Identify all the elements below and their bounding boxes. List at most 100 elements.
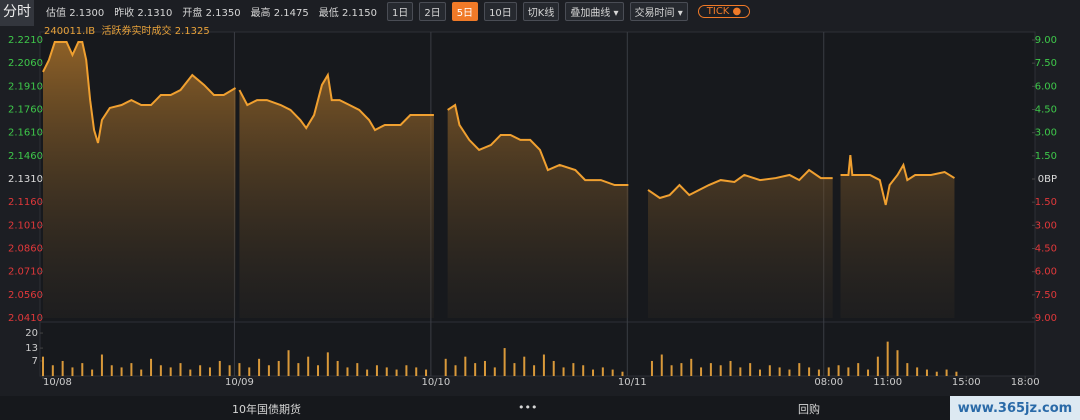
volume-bar: [572, 363, 575, 376]
y-tick-label: 2.1910: [8, 81, 43, 92]
y-tick-label: 2.1460: [8, 151, 43, 162]
footer: 10年国债期货 ••• 回购: [0, 396, 1080, 420]
volume-bar: [847, 367, 850, 376]
y2-tick-label: 6.00: [1035, 267, 1057, 278]
volume-bar: [395, 369, 398, 376]
price-line: [42, 41, 955, 206]
volume-bar: [51, 365, 54, 376]
volume-bar: [768, 365, 771, 376]
y-tick-label: 2.2210: [8, 35, 43, 46]
volume-bar: [208, 367, 211, 376]
y-tick-label: 2.1760: [8, 105, 43, 116]
volume-bar: [238, 363, 241, 376]
volume-bar: [621, 371, 624, 376]
volume-bar: [493, 367, 496, 376]
volume-bar: [700, 367, 703, 376]
volume-bar: [955, 371, 958, 376]
stat-label: 开盘: [182, 7, 203, 19]
y-tick-label: 2.1160: [8, 197, 43, 208]
volume-bar: [297, 363, 300, 376]
stat: 估值 2.1300: [46, 4, 104, 19]
toolbar: 分时 估值 2.1300 昨收 2.1310 开盘 2.1350 最高 2.14…: [0, 0, 1080, 26]
y2-tick-label: 4.50: [1035, 244, 1057, 255]
volume-bar: [130, 363, 133, 376]
period-button[interactable]: 2日: [419, 1, 446, 21]
x-tick-label: 10/09: [225, 377, 254, 388]
footer-tab[interactable]: 回购: [798, 403, 820, 416]
volume-bar: [817, 369, 820, 376]
volume-bar: [611, 369, 614, 376]
volume-bar: [650, 360, 653, 376]
volume-bar: [140, 369, 143, 376]
volume-bar: [336, 360, 339, 376]
subheader: 240011.IB 活跃券实时成交 2.1325: [44, 22, 210, 37]
volume-bar: [876, 356, 879, 376]
volume-bar: [366, 369, 369, 376]
volume-bar: [690, 358, 693, 376]
stat-value: 2.1310: [137, 7, 173, 19]
x-tick-label: 15:00: [952, 377, 981, 388]
volume-bar: [110, 365, 113, 376]
stat-label: 昨收: [114, 7, 135, 19]
volume-bar: [680, 363, 683, 376]
volume-bar: [916, 367, 919, 376]
volume-bar: [218, 360, 221, 376]
volume-bar: [935, 371, 938, 376]
volume-bar: [474, 363, 477, 376]
volume-bar: [287, 350, 290, 376]
stat: 开盘 2.1350: [182, 4, 240, 19]
volume-bar: [454, 365, 457, 376]
volume-bar: [120, 367, 123, 376]
volume-bar: [42, 356, 44, 376]
stat-value: 2.1150: [341, 7, 377, 19]
volume-bar: [827, 367, 830, 376]
period-button[interactable]: 1日: [386, 1, 414, 21]
period-button[interactable]: 10日: [484, 1, 517, 21]
volume-bar: [778, 367, 781, 376]
volume-bar: [857, 363, 860, 376]
volume-bar: [464, 356, 467, 376]
volume-bar: [100, 354, 103, 376]
volume-bar: [552, 360, 555, 376]
y-tick-label: 2.1610: [8, 128, 43, 139]
watermark: www.365jz.com: [950, 396, 1080, 420]
tick-toggle[interactable]: TICK ●: [697, 4, 751, 18]
footer-tab[interactable]: •••: [518, 401, 538, 414]
y-tick-label: 2.2060: [8, 58, 43, 69]
y-tick-label: 2.0560: [8, 290, 43, 301]
dropdown[interactable]: 叠加曲线 ▾: [565, 1, 624, 21]
volume-bar: [346, 367, 349, 376]
tab[interactable]: 分时: [0, 0, 34, 26]
footer-tab[interactable]: 10年国债期货: [232, 403, 301, 416]
dropdown[interactable]: 交易时间 ▾: [629, 1, 688, 21]
volume-bar: [562, 367, 565, 376]
volume-bar: [808, 367, 811, 376]
volume-bar: [375, 365, 378, 376]
volume-bar: [159, 365, 162, 376]
volume-tick-label: 13: [25, 343, 38, 354]
volume-bar: [945, 369, 948, 376]
volume-bar: [277, 360, 280, 376]
y-tick-label: 2.0410: [8, 313, 43, 324]
volume-bar: [150, 358, 153, 376]
y-tick-label: 2.1310: [8, 174, 43, 185]
dropdown-label: 交易时间: [634, 7, 675, 19]
volume-bar: [729, 360, 732, 376]
kline-button[interactable]: 切K线: [522, 1, 560, 21]
volume-bar: [837, 365, 840, 376]
y2-tick-label: 9.00: [1035, 313, 1057, 324]
price-area: [43, 42, 955, 318]
volume-bar: [758, 369, 761, 376]
stat-value: 2.1350: [205, 7, 241, 19]
volume-bar: [513, 363, 516, 376]
y2-tick-label: 6.00: [1035, 81, 1057, 92]
x-tick-label: 18:00: [1011, 377, 1040, 388]
volume-bar: [326, 352, 329, 376]
dropdown-label: 叠加曲线: [570, 7, 611, 19]
y2-tick-label: 7.50: [1035, 58, 1057, 69]
volume-bar: [267, 365, 270, 376]
period-button[interactable]: 5日: [451, 1, 479, 21]
y2-tick-label: 3.00: [1035, 128, 1057, 139]
volume-bar: [356, 363, 359, 376]
